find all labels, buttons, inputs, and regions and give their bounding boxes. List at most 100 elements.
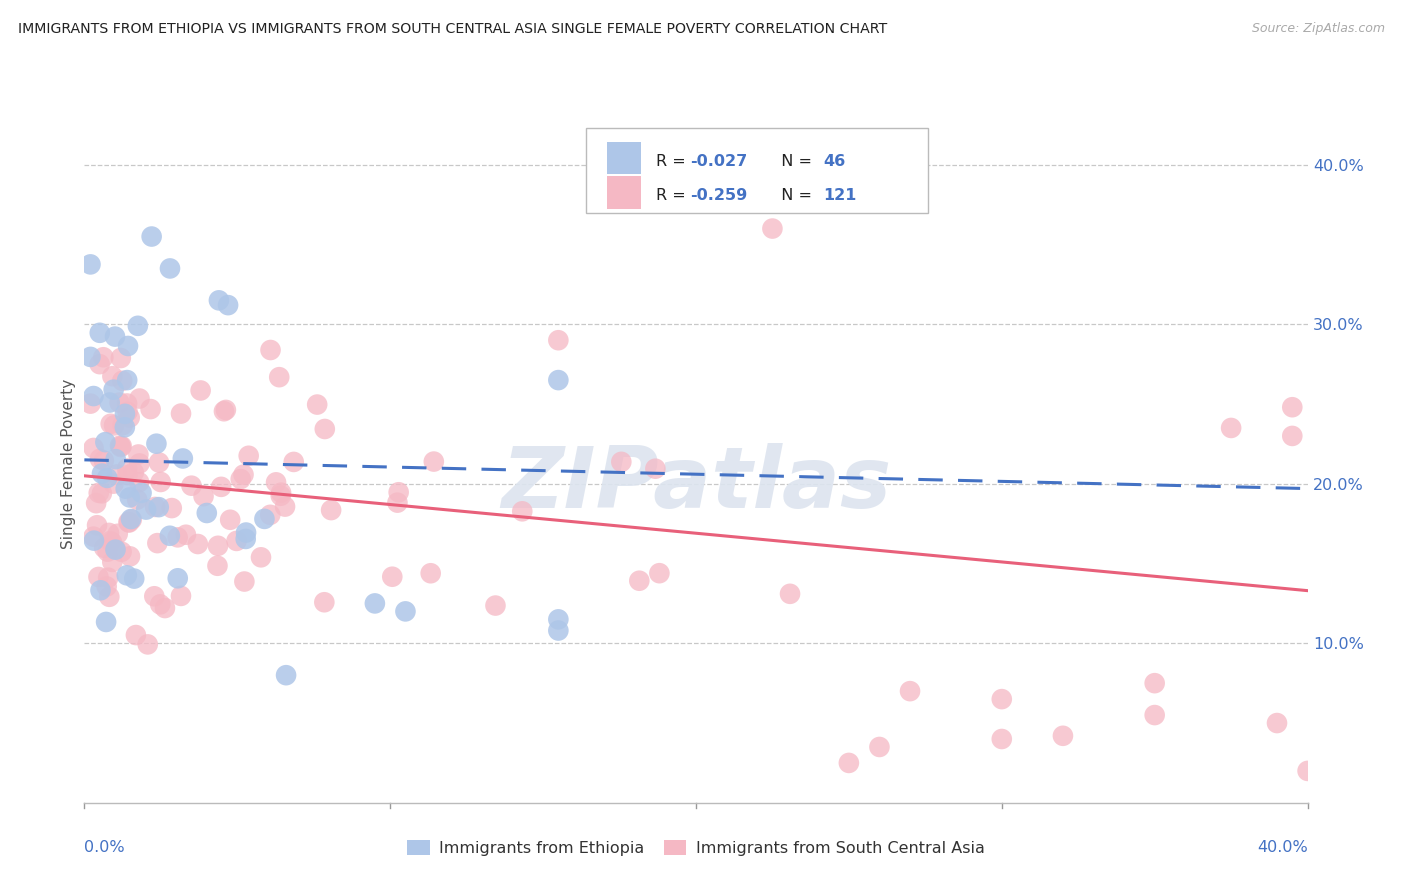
Point bbox=[264, 475, 287, 490]
Point bbox=[229, 472, 252, 486]
Point bbox=[207, 539, 229, 553]
Point bbox=[225, 533, 247, 548]
Point bbox=[1143, 708, 1166, 723]
Point bbox=[115, 373, 138, 387]
Point bbox=[128, 457, 150, 471]
Point bbox=[105, 467, 128, 482]
Point bbox=[170, 407, 193, 421]
Point bbox=[101, 535, 124, 549]
Point bbox=[128, 392, 150, 406]
Legend: Immigrants from Ethiopia, Immigrants from South Central Asia: Immigrants from Ethiopia, Immigrants fro… bbox=[401, 834, 991, 863]
Point bbox=[93, 541, 115, 555]
Point bbox=[83, 533, 105, 548]
Point bbox=[219, 513, 242, 527]
Point bbox=[1281, 429, 1303, 443]
Point bbox=[122, 466, 145, 480]
Point bbox=[547, 624, 569, 638]
Point bbox=[193, 489, 215, 503]
Point bbox=[104, 452, 127, 467]
Point bbox=[510, 504, 533, 518]
Point bbox=[1143, 676, 1166, 690]
Text: 40.0%: 40.0% bbox=[1257, 840, 1308, 855]
Point bbox=[232, 467, 254, 482]
Point bbox=[148, 456, 170, 470]
Point bbox=[107, 526, 129, 541]
Point bbox=[141, 229, 163, 244]
Point bbox=[94, 435, 117, 450]
Point bbox=[180, 478, 202, 492]
Point bbox=[115, 461, 138, 475]
Point bbox=[87, 570, 110, 584]
Point bbox=[149, 475, 172, 489]
Point bbox=[103, 418, 125, 433]
Point bbox=[100, 417, 122, 431]
Point bbox=[114, 482, 136, 496]
Text: 46: 46 bbox=[823, 153, 845, 169]
Point bbox=[274, 500, 297, 514]
Point bbox=[387, 496, 409, 510]
Point bbox=[170, 589, 193, 603]
Point bbox=[208, 293, 231, 308]
Point bbox=[160, 501, 183, 516]
Point bbox=[159, 529, 181, 543]
Point bbox=[101, 369, 124, 384]
Point bbox=[89, 583, 111, 598]
Text: IMMIGRANTS FROM ETHIOPIA VS IMMIGRANTS FROM SOUTH CENTRAL ASIA SINGLE FEMALE POV: IMMIGRANTS FROM ETHIOPIA VS IMMIGRANTS F… bbox=[18, 22, 887, 37]
Point bbox=[274, 668, 297, 682]
Point bbox=[111, 545, 134, 559]
Point bbox=[93, 351, 115, 365]
FancyBboxPatch shape bbox=[586, 128, 928, 213]
Text: 121: 121 bbox=[823, 188, 856, 203]
Point bbox=[118, 549, 141, 564]
Point bbox=[83, 530, 105, 544]
Bar bbox=[606, 142, 641, 174]
Point bbox=[314, 422, 336, 436]
Point bbox=[118, 516, 141, 530]
Y-axis label: Single Female Poverty: Single Female Poverty bbox=[60, 379, 76, 549]
Point bbox=[104, 542, 127, 557]
Point bbox=[118, 410, 141, 425]
Point bbox=[83, 441, 105, 455]
Point bbox=[117, 515, 139, 529]
Text: R =: R = bbox=[655, 188, 690, 203]
Point bbox=[114, 420, 136, 434]
Point bbox=[1281, 401, 1303, 415]
Point bbox=[94, 615, 117, 629]
Point bbox=[127, 318, 149, 333]
Point bbox=[108, 439, 131, 453]
Point bbox=[86, 518, 108, 533]
Point bbox=[215, 403, 238, 417]
Text: R =: R = bbox=[655, 153, 690, 169]
Point bbox=[87, 486, 110, 500]
Point bbox=[149, 598, 172, 612]
Point bbox=[79, 257, 101, 271]
Point bbox=[122, 572, 145, 586]
Point bbox=[98, 525, 121, 540]
Text: -0.259: -0.259 bbox=[690, 188, 747, 203]
Point bbox=[187, 537, 209, 551]
Point bbox=[89, 326, 111, 340]
Point bbox=[110, 440, 132, 454]
Text: Source: ZipAtlas.com: Source: ZipAtlas.com bbox=[1251, 22, 1385, 36]
Point bbox=[128, 475, 150, 490]
Point bbox=[111, 418, 134, 433]
Point bbox=[111, 374, 134, 388]
Point bbox=[117, 339, 139, 353]
Point bbox=[98, 395, 121, 409]
Point bbox=[120, 512, 142, 526]
Point bbox=[190, 384, 212, 398]
Point bbox=[84, 496, 107, 510]
Point bbox=[644, 461, 666, 475]
Point bbox=[104, 329, 127, 343]
Point bbox=[96, 579, 118, 593]
Point bbox=[110, 351, 132, 365]
Point bbox=[423, 454, 446, 468]
Point bbox=[166, 530, 188, 544]
Text: -0.027: -0.027 bbox=[690, 153, 747, 169]
Point bbox=[89, 451, 111, 466]
Point bbox=[91, 467, 114, 481]
Point bbox=[136, 637, 159, 651]
Point bbox=[104, 542, 127, 557]
Point bbox=[96, 471, 118, 485]
Point bbox=[103, 476, 125, 491]
